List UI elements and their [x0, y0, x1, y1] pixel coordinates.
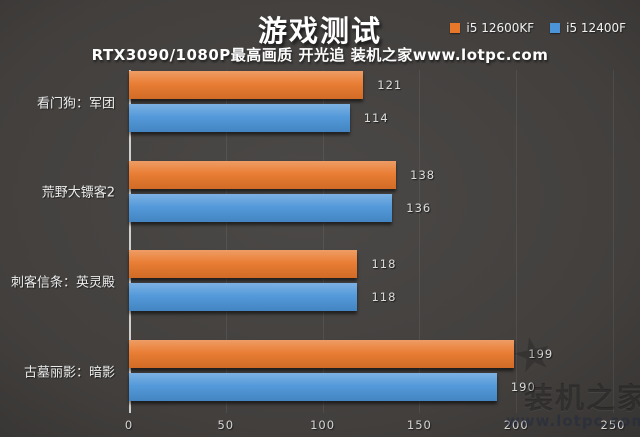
bar-value-label-i5-12600KF-1: 138	[410, 167, 436, 182]
bar-value-label-i5-12600KF-0: 121	[377, 78, 403, 92]
x-tick-label-0: 0	[124, 418, 134, 432]
bar-value-label-i5-12400F-2: 118	[371, 290, 397, 305]
bar-value-label-i5-12400F-1: 136	[406, 200, 432, 215]
bar-value-label-i5-12600KF-3: 199	[528, 347, 554, 362]
bar-shade	[129, 160, 397, 189]
category-label-0: 看门狗：军团	[36, 96, 115, 111]
gridline-250	[613, 70, 614, 413]
bar-i5-12400F-2	[129, 283, 358, 312]
gridline-50	[225, 70, 227, 413]
plot-area: 121 114 138 136 118 118 199 190	[129, 70, 614, 413]
x-tick-label-100: 100	[310, 418, 336, 432]
bar-i5-12400F-3	[129, 373, 497, 402]
x-tick-label-50: 50	[217, 418, 235, 432]
gridline-200	[516, 70, 518, 413]
bar-shade	[129, 340, 515, 369]
category-label-3: 古墓丽影：暗影	[23, 365, 115, 381]
bar-shade	[129, 193, 393, 222]
x-tick-label-250: 250	[600, 418, 626, 432]
bar-i5-12400F-1	[129, 193, 393, 222]
y-axis-line	[129, 70, 131, 413]
bar-i5-12400F-0	[129, 104, 350, 132]
x-tick-label-200: 200	[503, 418, 529, 432]
legend-item-series-1: i5 12400F	[550, 21, 626, 35]
legend-label-series-0: i5 12600KF	[466, 21, 535, 35]
category-axis: 看门狗：军团 荒野大镖客2 刺客信条：英灵殿古墓丽影：暗影	[0, 70, 121, 413]
bar-value-label-i5-12400F-3: 190	[510, 380, 536, 395]
bar-i5-12600KF-3	[129, 340, 515, 369]
bar-shade	[129, 104, 350, 132]
bar-shade	[129, 373, 497, 402]
bar-shade	[129, 250, 358, 279]
legend-item-series-0: i5 12600KF	[450, 21, 534, 35]
bar-shade	[129, 71, 364, 99]
bar-value-label-i5-12400F-0: 114	[363, 111, 389, 125]
bar-i5-12600KF-2	[129, 250, 358, 279]
legend-swatch-orange-icon	[450, 23, 461, 33]
chart-legend: i5 12600KF i5 12400F	[450, 21, 626, 35]
legend-label-series-1: i5 12400F	[566, 21, 626, 35]
gridline-150	[419, 70, 421, 413]
gridline-100	[322, 70, 324, 413]
chart-title: 游戏测试	[257, 14, 382, 48]
bar-i5-12600KF-0	[129, 71, 364, 99]
bar-value-label-i5-12600KF-2: 118	[371, 257, 397, 272]
legend-swatch-blue-icon	[550, 23, 561, 33]
category-label-1: 荒野大镖客2	[41, 185, 115, 201]
x-axis: 0 50 100 150 200 250	[125, 418, 625, 434]
chart-subtitle: RTX3090/1080P最高画质 开光追 装机之家www.lotpc.com	[91, 46, 549, 64]
bar-shade	[129, 283, 358, 312]
bar-i5-12600KF-1	[129, 160, 397, 189]
category-label-2: 刺客信条：英灵殿	[10, 275, 115, 291]
x-tick-label-150: 150	[406, 418, 432, 432]
